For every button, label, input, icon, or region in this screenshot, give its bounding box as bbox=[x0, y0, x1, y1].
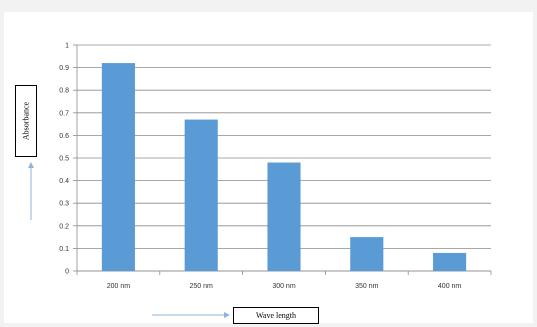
y-tick-label: 0.9 bbox=[59, 65, 69, 72]
bar-200-nm bbox=[101, 63, 135, 271]
bar-300-nm bbox=[267, 162, 301, 271]
bars bbox=[101, 63, 467, 271]
y-tick-label: 0.5 bbox=[59, 156, 69, 163]
x-tick-label: 250 nm bbox=[190, 283, 214, 290]
x-tick-label: 300 nm bbox=[272, 283, 296, 290]
y-tick-label: 0.4 bbox=[59, 178, 69, 185]
y-axis-label: Absorbance bbox=[15, 85, 37, 157]
y-tick-label: 0.3 bbox=[59, 201, 69, 208]
x-tick-label: 350 nm bbox=[355, 283, 379, 290]
y-tick-label: 0.8 bbox=[59, 88, 69, 95]
x-tick-label: 200 nm bbox=[107, 283, 131, 290]
y-tick-labels: 0 0.1 0.2 0.3 0.4 0.5 0.6 0.7 0.8 0.9 1 bbox=[59, 43, 69, 276]
x-tick-label: 400 nm bbox=[438, 283, 462, 290]
bar-400-nm bbox=[433, 252, 467, 271]
x-axis-label-text: Wave length bbox=[255, 311, 296, 320]
y-axis-label-text: Absorbance bbox=[21, 101, 31, 141]
y-tick-label: 0.7 bbox=[59, 110, 69, 117]
y-tick-label: 1 bbox=[65, 43, 69, 50]
y-tick-label: 0.2 bbox=[59, 223, 69, 230]
x-axis-label: Wave length bbox=[233, 307, 319, 324]
bar-350-nm bbox=[350, 237, 384, 271]
y-axis-arrow bbox=[28, 162, 34, 220]
x-axis-arrow bbox=[152, 312, 230, 318]
bar-250-nm bbox=[184, 119, 218, 271]
y-tick-label: 0 bbox=[65, 269, 69, 276]
y-tick-label: 0.1 bbox=[59, 246, 69, 253]
y-tick-label: 0.6 bbox=[59, 133, 69, 140]
x-tick-labels: 200 nm 250 nm 300 nm 350 nm 400 nm bbox=[107, 283, 462, 290]
